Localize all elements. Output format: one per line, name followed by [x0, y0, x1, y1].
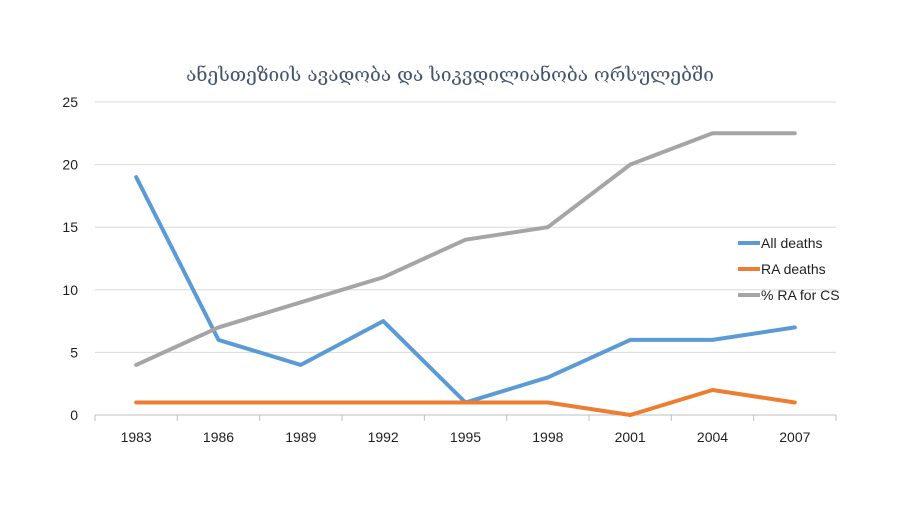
y-tick-label: 20: [62, 157, 78, 173]
legend-item: RA deaths: [738, 261, 826, 277]
x-tick-label: 1983: [121, 429, 152, 445]
legend-item: % RA for CS: [738, 287, 840, 303]
x-tick-label: 1989: [285, 429, 316, 445]
legend-label: RA deaths: [761, 261, 826, 277]
y-tick-label: 15: [62, 219, 78, 235]
y-tick-label: 5: [70, 344, 78, 360]
x-tick-label: 1995: [450, 429, 481, 445]
series-line-2: [134, 131, 797, 367]
chart-title: ანესთეზიის ავადობა და სიკვდილიანობა ორსუ…: [186, 64, 714, 86]
x-tick-label: 2001: [615, 429, 646, 445]
x-tick-label: 1986: [203, 429, 234, 445]
y-axis-ticks: 0 5 10 15 20 25: [62, 94, 78, 423]
series-lines: [134, 131, 797, 417]
legend-label: All deaths: [761, 235, 822, 251]
legend-label: % RA for CS: [761, 287, 840, 303]
legend-item: All deaths: [738, 235, 822, 251]
y-tick-label: 0: [70, 407, 78, 423]
y-tick-label: 10: [62, 282, 78, 298]
legend: All deaths RA deaths % RA for CS: [738, 235, 840, 303]
x-axis-ticks: 1983 1986 1989 1992 1995 1998 2001 2004 2007: [94, 415, 837, 445]
x-tick-label: 1998: [532, 429, 563, 445]
x-tick-label: 2004: [697, 429, 728, 445]
x-tick-label: 2007: [779, 429, 810, 445]
y-tick-label: 25: [62, 94, 78, 110]
x-tick-label: 1992: [368, 429, 399, 445]
gridlines: [95, 101, 836, 416]
